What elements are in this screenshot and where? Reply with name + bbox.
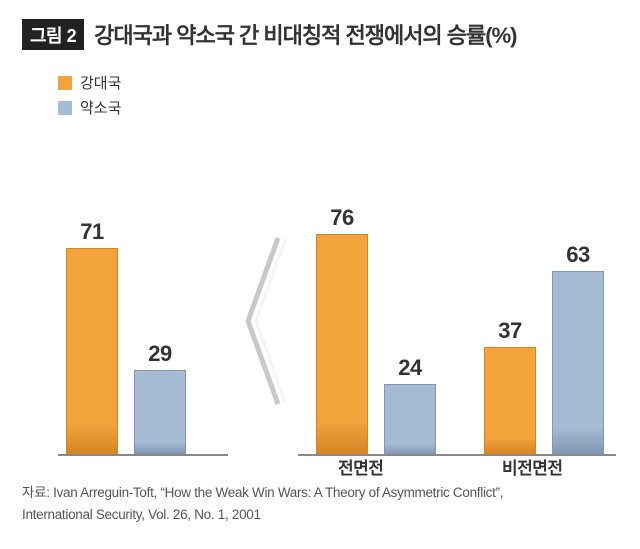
bar-value: 76 (317, 205, 367, 231)
bar-value: 37 (485, 318, 535, 344)
bar-value: 63 (553, 242, 603, 268)
legend-label-strong: 강대국 (80, 72, 121, 93)
legend-item-strong: 강대국 (58, 72, 618, 93)
bars-breakdown: 76 24 37 63 (298, 166, 616, 456)
source-line: International Security, Vol. 26, No. 1, … (22, 504, 618, 526)
source-citation: 자료: Ivan Arreguin-Toft, “How the Weak Wi… (22, 482, 618, 525)
bar-value: 71 (67, 219, 117, 245)
bar-value: 24 (385, 355, 435, 381)
pair-label-limited-war: 비전면전 (502, 454, 563, 479)
figure-header: 그림 2 강대국과 약소국 간 비대칭적 전쟁에서의 승률(%) (22, 18, 618, 50)
figure-title: 강대국과 약소국 간 비대칭적 전쟁에서의 승률(%) (94, 18, 516, 50)
legend-swatch-strong (58, 76, 72, 90)
bar-overall-strong: 71 (66, 248, 118, 454)
bar-totalwar-weak: 24 (384, 384, 436, 454)
bars-overall: 71 29 (58, 166, 228, 456)
bar-limitedwar-strong: 37 (484, 347, 536, 454)
bar-limitedwar-weak: 63 (552, 271, 604, 454)
bar-overall-weak: 29 (134, 370, 186, 454)
legend-label-weak: 약소국 (80, 97, 121, 118)
bar-value: 29 (135, 341, 185, 367)
legend-item-weak: 약소국 (58, 97, 618, 118)
legend: 강대국 약소국 (58, 72, 618, 118)
chart-area: 71 29 전면전 비전면전 76 24 37 63 (22, 126, 618, 456)
bar-totalwar-strong: 76 (316, 234, 368, 454)
legend-swatch-weak (58, 101, 72, 115)
pair-label-total-war: 전면전 (338, 454, 383, 479)
source-line: 자료: Ivan Arreguin-Toft, “How the Weak Wi… (22, 482, 618, 504)
figure-badge: 그림 2 (22, 19, 84, 50)
chevron-left-icon (242, 236, 286, 406)
